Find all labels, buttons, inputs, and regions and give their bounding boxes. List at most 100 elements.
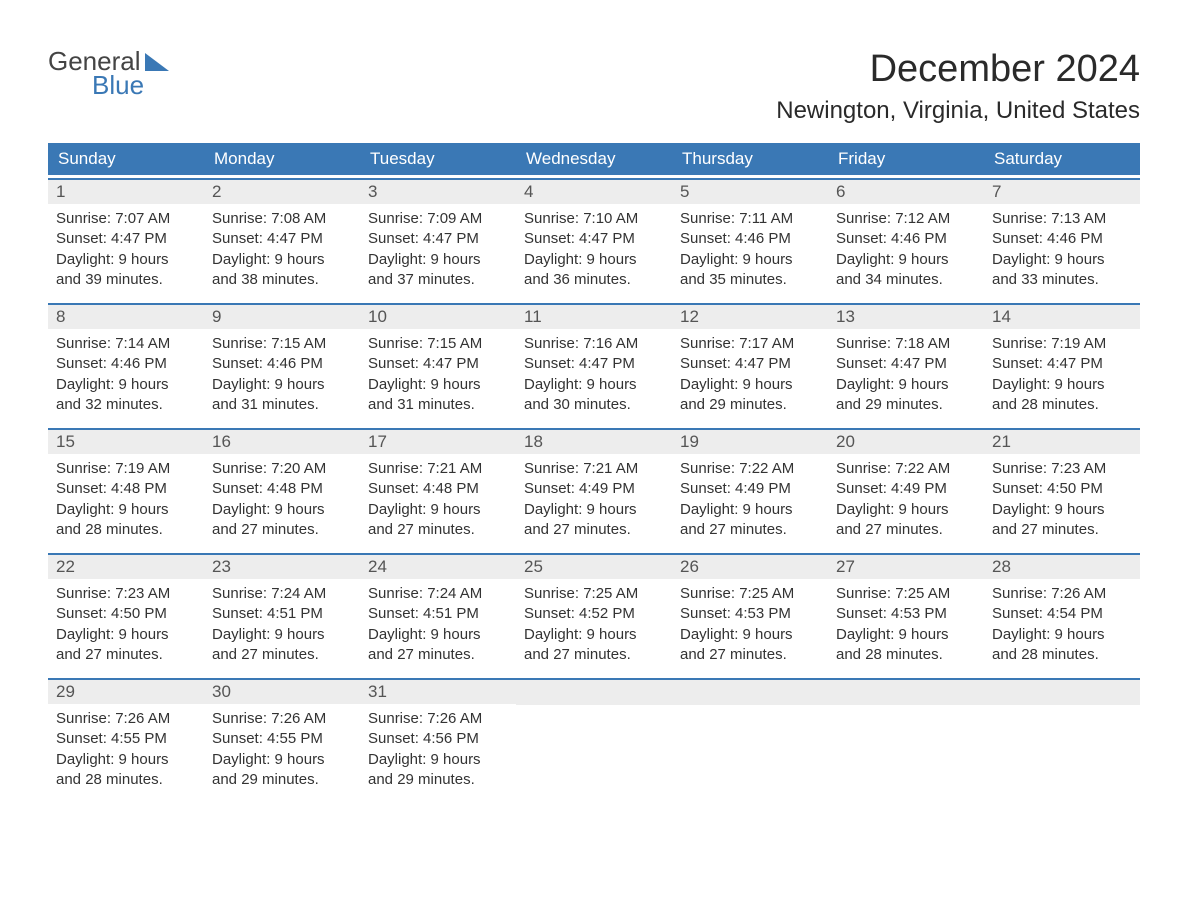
week-row: 15Sunrise: 7:19 AMSunset: 4:48 PMDayligh… [48,428,1140,550]
day-content: Sunrise: 7:22 AMSunset: 4:49 PMDaylight:… [672,454,828,545]
day-sunrise: Sunrise: 7:10 AM [524,209,664,229]
day-sunrise: Sunrise: 7:23 AM [992,459,1132,479]
day-sunset: Sunset: 4:50 PM [992,479,1132,499]
day-cell: 29Sunrise: 7:26 AMSunset: 4:55 PMDayligh… [48,680,204,800]
day-number: 5 [672,180,828,204]
day-sunrise: Sunrise: 7:19 AM [992,334,1132,354]
day-sunset: Sunset: 4:46 PM [836,229,976,249]
day-sunset: Sunset: 4:48 PM [212,479,352,499]
day-daylight1: Daylight: 9 hours [836,375,976,395]
day-sunrise: Sunrise: 7:14 AM [56,334,196,354]
day-cell: 12Sunrise: 7:17 AMSunset: 4:47 PMDayligh… [672,305,828,425]
day-number: 16 [204,430,360,454]
day-sunrise: Sunrise: 7:15 AM [212,334,352,354]
day-content: Sunrise: 7:13 AMSunset: 4:46 PMDaylight:… [984,204,1140,295]
day-cell: 18Sunrise: 7:21 AMSunset: 4:49 PMDayligh… [516,430,672,550]
day-daylight1: Daylight: 9 hours [212,375,352,395]
day-daylight1: Daylight: 9 hours [680,250,820,270]
day-number: 1 [48,180,204,204]
day-content: Sunrise: 7:15 AMSunset: 4:47 PMDaylight:… [360,329,516,420]
day-sunrise: Sunrise: 7:25 AM [680,584,820,604]
day-sunrise: Sunrise: 7:26 AM [56,709,196,729]
day-daylight1: Daylight: 9 hours [368,250,508,270]
day-daylight2: and 27 minutes. [524,645,664,665]
day-sunset: Sunset: 4:47 PM [836,354,976,374]
day-daylight2: and 29 minutes. [836,395,976,415]
day-number: 2 [204,180,360,204]
day-content: Sunrise: 7:17 AMSunset: 4:47 PMDaylight:… [672,329,828,420]
logo-triangle-icon [145,53,169,71]
day-daylight1: Daylight: 9 hours [524,250,664,270]
empty-day-number [984,680,1140,705]
day-sunrise: Sunrise: 7:07 AM [56,209,196,229]
day-content: Sunrise: 7:18 AMSunset: 4:47 PMDaylight:… [828,329,984,420]
day-sunrise: Sunrise: 7:21 AM [368,459,508,479]
day-daylight2: and 27 minutes. [368,520,508,540]
day-sunset: Sunset: 4:51 PM [368,604,508,624]
day-sunrise: Sunrise: 7:26 AM [212,709,352,729]
day-daylight1: Daylight: 9 hours [992,625,1132,645]
day-header: Wednesday [516,143,672,175]
day-daylight1: Daylight: 9 hours [368,625,508,645]
day-daylight1: Daylight: 9 hours [836,625,976,645]
calendar: SundayMondayTuesdayWednesdayThursdayFrid… [48,143,1140,800]
day-daylight2: and 27 minutes. [680,645,820,665]
day-daylight2: and 30 minutes. [524,395,664,415]
day-daylight2: and 28 minutes. [992,395,1132,415]
empty-day-number [516,680,672,705]
day-sunset: Sunset: 4:46 PM [56,354,196,374]
header: General Blue December 2024 Newington, Vi… [48,48,1140,125]
day-sunset: Sunset: 4:49 PM [524,479,664,499]
day-number: 31 [360,680,516,704]
day-daylight1: Daylight: 9 hours [524,625,664,645]
day-sunrise: Sunrise: 7:17 AM [680,334,820,354]
day-sunrise: Sunrise: 7:08 AM [212,209,352,229]
day-number: 13 [828,305,984,329]
day-content: Sunrise: 7:08 AMSunset: 4:47 PMDaylight:… [204,204,360,295]
day-daylight1: Daylight: 9 hours [212,250,352,270]
day-cell: 9Sunrise: 7:15 AMSunset: 4:46 PMDaylight… [204,305,360,425]
day-content: Sunrise: 7:24 AMSunset: 4:51 PMDaylight:… [204,579,360,670]
day-sunset: Sunset: 4:47 PM [212,229,352,249]
day-number: 22 [48,555,204,579]
day-daylight1: Daylight: 9 hours [212,625,352,645]
day-daylight2: and 29 minutes. [212,770,352,790]
day-cell: 24Sunrise: 7:24 AMSunset: 4:51 PMDayligh… [360,555,516,675]
day-cell: 14Sunrise: 7:19 AMSunset: 4:47 PMDayligh… [984,305,1140,425]
day-number: 9 [204,305,360,329]
day-cell: 21Sunrise: 7:23 AMSunset: 4:50 PMDayligh… [984,430,1140,550]
day-content: Sunrise: 7:26 AMSunset: 4:55 PMDaylight:… [204,704,360,795]
day-cell: 26Sunrise: 7:25 AMSunset: 4:53 PMDayligh… [672,555,828,675]
day-daylight1: Daylight: 9 hours [992,500,1132,520]
day-daylight2: and 27 minutes. [992,520,1132,540]
day-daylight1: Daylight: 9 hours [368,750,508,770]
day-daylight2: and 27 minutes. [56,645,196,665]
day-sunset: Sunset: 4:51 PM [212,604,352,624]
day-content: Sunrise: 7:26 AMSunset: 4:56 PMDaylight:… [360,704,516,795]
day-header: Tuesday [360,143,516,175]
day-daylight2: and 27 minutes. [212,645,352,665]
day-daylight2: and 35 minutes. [680,270,820,290]
day-sunset: Sunset: 4:50 PM [56,604,196,624]
day-daylight1: Daylight: 9 hours [212,500,352,520]
day-cell: 17Sunrise: 7:21 AMSunset: 4:48 PMDayligh… [360,430,516,550]
day-content: Sunrise: 7:23 AMSunset: 4:50 PMDaylight:… [984,454,1140,545]
day-daylight1: Daylight: 9 hours [524,375,664,395]
day-sunrise: Sunrise: 7:26 AM [368,709,508,729]
day-sunrise: Sunrise: 7:09 AM [368,209,508,229]
day-sunset: Sunset: 4:52 PM [524,604,664,624]
day-cell: 7Sunrise: 7:13 AMSunset: 4:46 PMDaylight… [984,180,1140,300]
day-sunrise: Sunrise: 7:24 AM [368,584,508,604]
day-sunset: Sunset: 4:55 PM [212,729,352,749]
day-daylight1: Daylight: 9 hours [368,375,508,395]
day-number: 29 [48,680,204,704]
month-title: December 2024 [776,48,1140,91]
day-cell [984,680,1140,800]
day-sunrise: Sunrise: 7:26 AM [992,584,1132,604]
day-daylight2: and 28 minutes. [56,520,196,540]
day-sunrise: Sunrise: 7:11 AM [680,209,820,229]
day-sunset: Sunset: 4:49 PM [680,479,820,499]
day-sunrise: Sunrise: 7:19 AM [56,459,196,479]
week-row: 29Sunrise: 7:26 AMSunset: 4:55 PMDayligh… [48,678,1140,800]
day-daylight1: Daylight: 9 hours [680,625,820,645]
